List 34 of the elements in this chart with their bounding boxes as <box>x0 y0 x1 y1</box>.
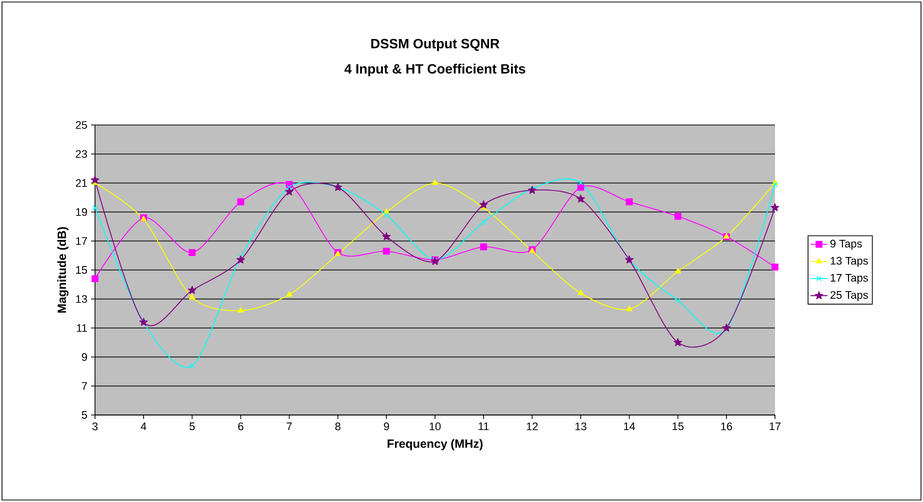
y-tick-label: 17 <box>76 237 87 245</box>
x-tick-label: 14 <box>624 422 636 430</box>
x-tick-label: 8 <box>335 422 340 430</box>
x-axis-title: Frequency (MHz) <box>388 439 483 450</box>
y-axis-title: Magnitude (dB) <box>57 227 68 313</box>
y-tick-label: 25 <box>76 121 88 129</box>
legend-label: 13 Taps <box>830 256 868 267</box>
legend-label: 17 Taps <box>830 274 868 284</box>
y-tick-label: 7 <box>82 382 87 390</box>
y-tick-label: 23 <box>76 150 88 158</box>
x-tick-label: 7 <box>286 422 292 430</box>
x-tick-label: 9 <box>384 422 389 430</box>
chart-subtitle: 4 Input & HT Coefficient Bits <box>344 64 526 76</box>
legend-label: 25 Taps <box>830 291 868 301</box>
x-tick-label: 5 <box>190 422 195 430</box>
x-tick-label: 16 <box>721 422 732 430</box>
x-tick-label: 17 <box>770 422 781 430</box>
y-tick-label: 13 <box>76 295 88 303</box>
x-tick-label: 15 <box>672 422 684 430</box>
x-tick-label: 3 <box>92 422 98 430</box>
x-tick-label: 13 <box>575 422 586 430</box>
y-tick-label: 19 <box>76 208 87 216</box>
y-tick-label: 9 <box>82 353 87 361</box>
x-tick-label: 12 <box>526 422 538 430</box>
legend-label: 9 Taps <box>830 240 862 250</box>
x-tick-label: 6 <box>238 422 244 430</box>
y-tick-label: 21 <box>76 179 87 187</box>
x-tick-label: 10 <box>430 422 441 430</box>
chart-title: DSSM Output SQNR <box>371 38 500 52</box>
x-tick-label: 4 <box>140 422 146 430</box>
x-tick-label: 11 <box>478 422 489 430</box>
y-tick-label: 5 <box>82 411 88 419</box>
y-tick-label: 15 <box>76 266 88 274</box>
y-tick-label: 11 <box>76 324 87 332</box>
